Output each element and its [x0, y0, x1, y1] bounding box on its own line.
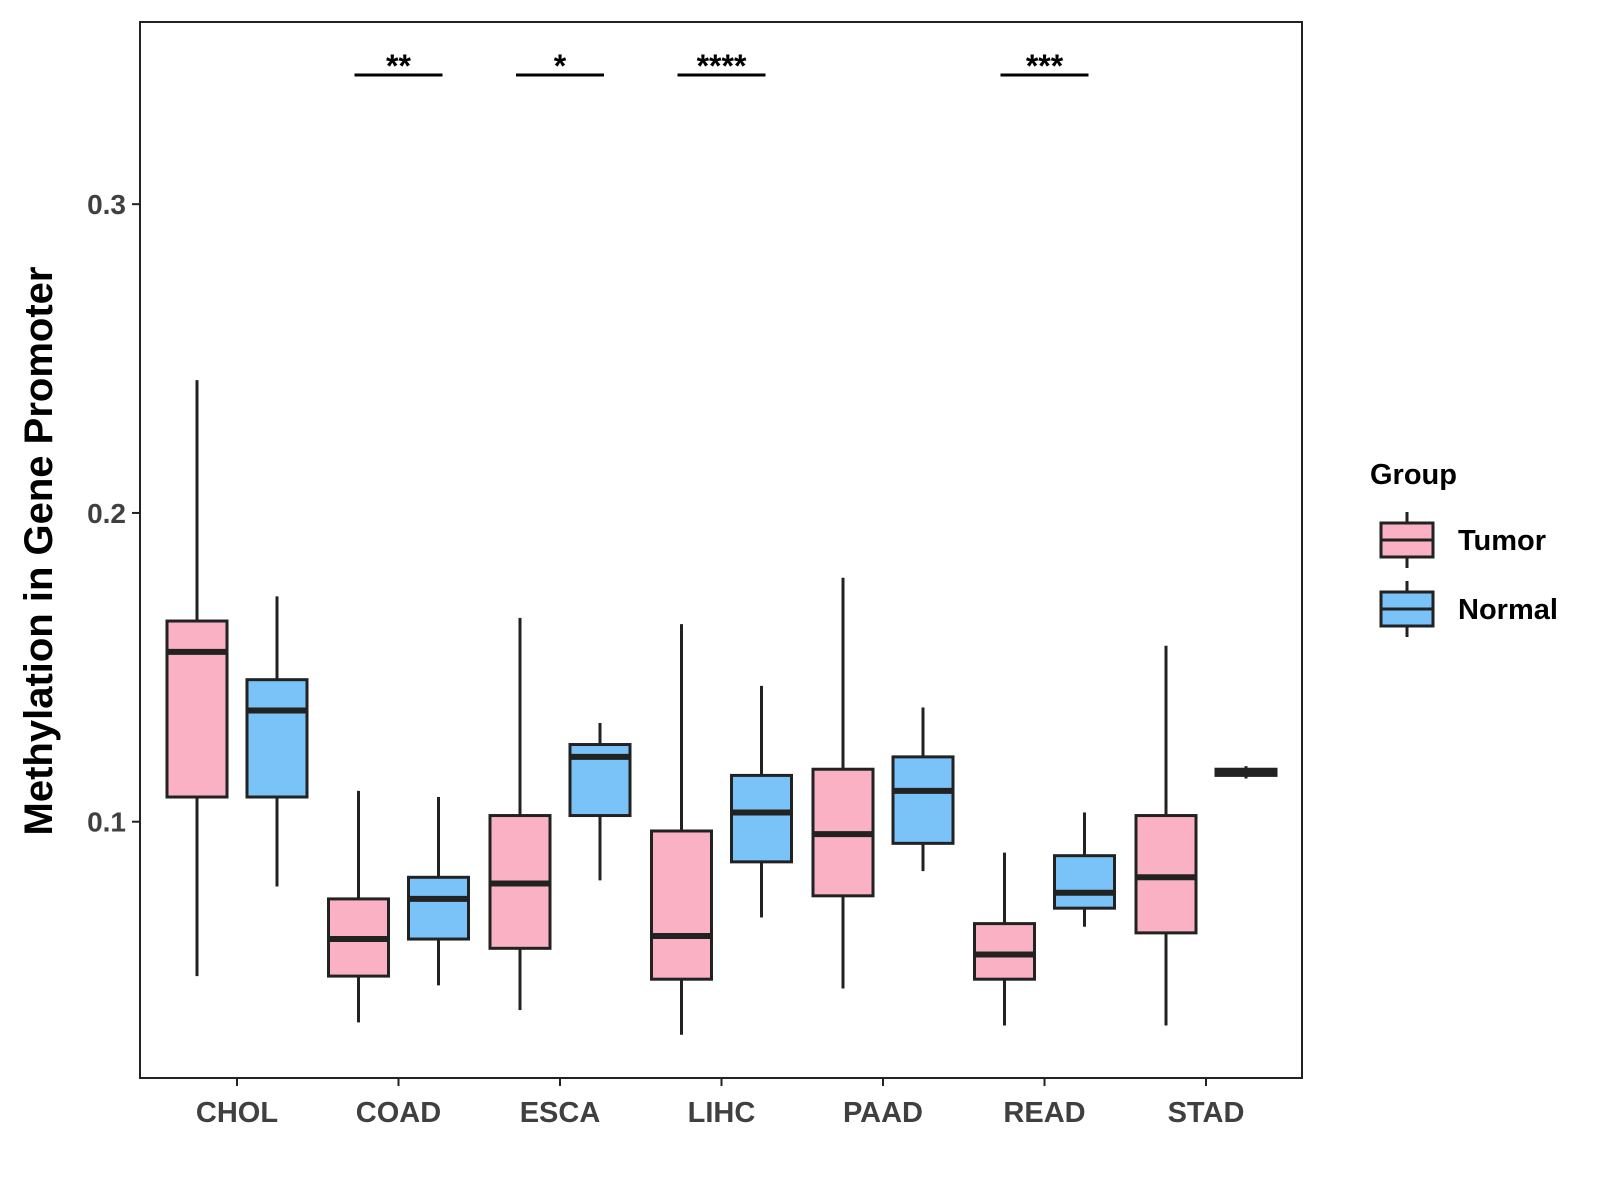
box-iqr [165, 619, 229, 799]
x-tick-label-read: READ [1003, 1097, 1085, 1129]
significance-label: ** [386, 48, 411, 84]
box-tumor-paad [811, 577, 875, 989]
x-tick-label-paad: PAAD [843, 1097, 923, 1129]
box-tumor-esca [488, 617, 552, 1011]
significance-read: *** [1000, 48, 1089, 84]
significance-esca: * [516, 48, 604, 84]
box-iqr [1053, 854, 1116, 910]
x-tick-label-lihc: LIHC [688, 1097, 756, 1129]
legend-label: Normal [1458, 594, 1558, 626]
y-tick-label: 0.1 [87, 807, 126, 838]
legend-entry-normal: Normal [1379, 581, 1558, 637]
significance-label: *** [1026, 48, 1064, 84]
box-normal-stad [1214, 766, 1278, 779]
box-iqr [1134, 814, 1198, 935]
box-normal-lihc [730, 685, 793, 918]
box-iqr [730, 773, 793, 864]
y-tick-label: 0.2 [87, 498, 126, 529]
box-iqr [973, 922, 1036, 981]
legend-entry-tumor: Tumor [1379, 512, 1546, 568]
legend-label: Tumor [1458, 525, 1546, 557]
box-iqr [650, 829, 713, 981]
x-tick-label-coad: COAD [356, 1097, 441, 1129]
box-iqr [245, 678, 309, 799]
box-tumor-chol [165, 380, 229, 977]
x-tick-label-stad: STAD [1168, 1097, 1245, 1129]
plot-area [165, 380, 1278, 1035]
box-tumor-lihc [650, 624, 713, 1035]
box-tumor-read [973, 852, 1036, 1026]
significance-label: * [554, 48, 567, 84]
box-normal-coad [407, 797, 470, 986]
significance-coad: ** [354, 48, 443, 84]
box-normal-chol [245, 596, 309, 887]
box-iqr [891, 755, 955, 845]
box-tumor-stad [1134, 645, 1198, 1026]
significance-label: **** [697, 48, 747, 84]
box-normal-paad [891, 707, 955, 872]
significance-lihc: **** [677, 48, 766, 84]
x-tick-label-esca: ESCA [520, 1097, 601, 1129]
legend-title: Group [1370, 459, 1457, 491]
y-tick-label: 0.3 [87, 189, 126, 220]
legend: Group Tumor Normal [1370, 459, 1558, 637]
box-normal-esca [568, 722, 632, 881]
box-tumor-coad [327, 790, 390, 1023]
box-normal-read [1053, 812, 1116, 927]
x-tick-label-chol: CHOL [196, 1097, 278, 1129]
y-axis-title: Methylation in Gene Promoter [17, 267, 61, 836]
box-iqr [407, 875, 470, 941]
